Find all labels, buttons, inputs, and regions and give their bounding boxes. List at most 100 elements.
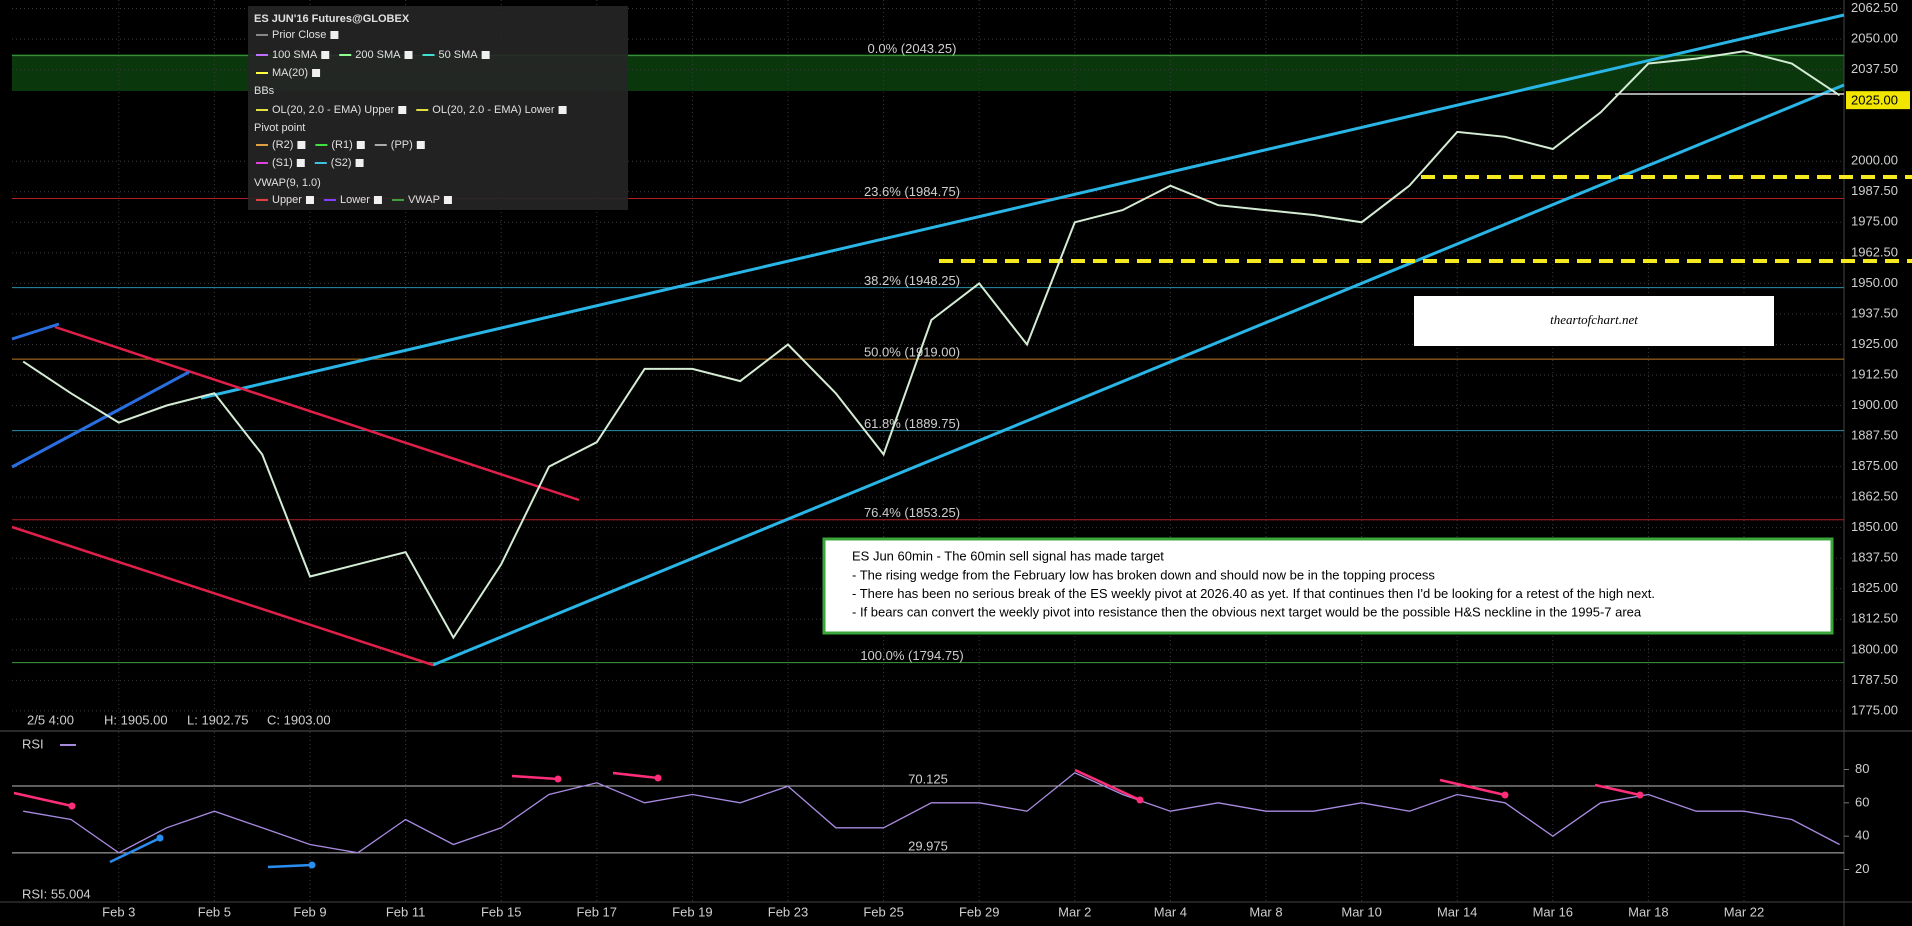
annotation-arrow	[511, 774, 559, 781]
x-tick-label: Feb 15	[481, 904, 521, 919]
x-tick-label: Feb 11	[386, 904, 426, 919]
legend-checkbox	[558, 106, 567, 114]
wedge-upper	[200, 13, 1845, 400]
x-tick-label: Feb 25	[863, 904, 903, 919]
legend-checkbox	[416, 141, 425, 149]
legend-checkbox	[373, 196, 382, 204]
note-line: - There has been no serious break of the…	[852, 586, 1655, 601]
annotation-arrow	[612, 771, 659, 780]
x-tick-label: Feb 19	[672, 904, 712, 919]
rsi-readout: RSI: 55.004	[22, 886, 91, 901]
legend-label: 200 SMA	[355, 49, 401, 61]
note-line: - The rising wedge from the February low…	[852, 567, 1435, 582]
y-tick-label: 2050.00	[1851, 31, 1898, 46]
y-tick-label: 1900.00	[1851, 397, 1898, 412]
y-tick-label: 1950.00	[1851, 275, 1898, 290]
level-label: 70.125	[908, 771, 948, 786]
wedge-lower	[432, 83, 1845, 667]
x-tick-label: Feb 29	[959, 904, 999, 919]
legend-label: (PP)	[391, 139, 413, 151]
y-tick-label: 1962.50	[1851, 244, 1898, 259]
arrow-head	[1136, 796, 1144, 804]
legend-label: (R1)	[331, 139, 352, 151]
y-tick-label: 1975.00	[1851, 214, 1898, 229]
level-label: 29.975	[908, 838, 948, 853]
y-tick-label: 1825.00	[1851, 580, 1898, 595]
y-tick-label: 40	[1855, 828, 1869, 843]
y-tick-label: 1875.00	[1851, 458, 1898, 473]
x-tick-label: Feb 5	[198, 904, 231, 919]
y-tick-label: 2037.50	[1851, 61, 1898, 76]
arrow-head	[654, 774, 662, 782]
chart-title: ES JUN'16 Futures@GLOBEX	[254, 13, 410, 25]
rsi-line	[23, 772, 1840, 854]
y-tick-label: 1912.50	[1851, 366, 1898, 381]
x-tick-label: Feb 3	[102, 904, 135, 919]
arrow-head	[554, 775, 562, 783]
legend-checkbox	[481, 51, 490, 59]
ohlc-info: L: 1902.75	[187, 712, 248, 727]
last-price-box	[1846, 91, 1910, 110]
indicator-legend: ES JUN'16 Futures@GLOBEX Prior Close 100 S…	[248, 6, 628, 210]
y-tick-label: 1775.00	[1851, 702, 1898, 717]
annotation-arrow	[1594, 783, 1641, 797]
legend-label: OL(20, 2.0 - EMA) Upper	[272, 104, 395, 116]
x-tick-label: Mar 16	[1533, 904, 1573, 919]
ohlc-info: C: 1903.00	[267, 712, 331, 727]
legend-checkbox	[305, 196, 314, 204]
y-tick-label: 1862.50	[1851, 489, 1898, 504]
x-tick-label: Mar 10	[1341, 904, 1381, 919]
legend-label: OL(20, 2.0 - EMA) Lower	[432, 104, 555, 116]
legend-label: (S1)	[272, 157, 293, 169]
legend-label: Upper	[272, 194, 302, 206]
y-tick-label: 60	[1855, 794, 1869, 809]
rsi-legend: RSI	[22, 736, 44, 751]
legend-checkbox	[312, 69, 321, 77]
annotation-arrow	[1074, 768, 1141, 802]
x-tick-label: Mar 14	[1437, 904, 1477, 919]
y-tick-label: 2000.00	[1851, 153, 1898, 168]
y-tick-label: 2062.50	[1851, 0, 1898, 15]
legend-checkbox	[355, 159, 364, 167]
y-tick-label: 1800.00	[1851, 641, 1898, 656]
legend-label: VWAP(9, 1.0)	[254, 177, 321, 189]
x-tick-label: Mar 2	[1058, 904, 1091, 919]
legend-checkbox	[443, 196, 452, 204]
y-tick-label: 1837.50	[1851, 550, 1898, 565]
level-label: 38.2% (1948.25)	[864, 273, 960, 288]
legend-label: 100 SMA	[272, 49, 318, 61]
legend-checkbox	[404, 51, 413, 59]
level-label: 76.4% (1853.25)	[864, 505, 960, 520]
level-label: 23.6% (1984.75)	[864, 184, 960, 199]
arrow-head	[308, 861, 316, 869]
legend-checkbox	[330, 31, 339, 39]
legend-checkbox	[356, 141, 365, 149]
legend-checkbox	[297, 141, 306, 149]
y-tick-label: 80	[1855, 761, 1869, 776]
x-tick-label: Mar 18	[1628, 904, 1668, 919]
legend-label: BBs	[254, 85, 275, 97]
watermark-box	[1414, 296, 1774, 346]
legend-label: Lower	[340, 194, 370, 206]
y-tick-label: 1850.00	[1851, 519, 1898, 534]
early-trend	[11, 370, 190, 469]
legend-label: MA(20)	[272, 67, 308, 79]
arrow-head	[68, 802, 76, 810]
arrow-head	[1636, 791, 1644, 799]
legend-label: (R2)	[272, 139, 293, 151]
channel-upper	[54, 325, 580, 502]
legend-label: 50 SMA	[439, 49, 479, 61]
y-tick-label: 1925.00	[1851, 336, 1898, 351]
y-tick-label: 1787.50	[1851, 672, 1898, 687]
ohlc-info: 2/5 4:00	[27, 712, 74, 727]
arrow-head	[156, 834, 164, 842]
y-tick-label: 1887.50	[1851, 428, 1898, 443]
legend-label: Prior Close	[272, 29, 326, 41]
legend-checkbox	[398, 106, 407, 114]
level-label: 0.0% (2043.25)	[868, 41, 957, 56]
y-tick-label: 1987.50	[1851, 183, 1898, 198]
last-price-label: 2025.00	[1851, 93, 1898, 108]
x-tick-label: Feb 17	[577, 904, 617, 919]
annotation-arrow	[13, 791, 73, 808]
